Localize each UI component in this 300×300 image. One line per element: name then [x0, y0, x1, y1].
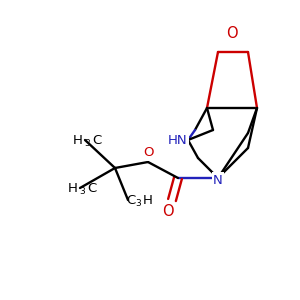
Text: C: C — [126, 194, 135, 206]
Text: H: H — [68, 182, 78, 194]
Text: O: O — [226, 26, 238, 41]
Text: O: O — [143, 146, 153, 160]
Text: H: H — [73, 134, 83, 146]
Text: C: C — [87, 182, 96, 194]
Text: 3: 3 — [135, 200, 141, 208]
Text: C: C — [92, 134, 101, 146]
Text: N: N — [213, 173, 223, 187]
Text: 3: 3 — [79, 188, 85, 196]
Text: 3: 3 — [84, 140, 90, 148]
Text: H: H — [143, 194, 153, 206]
Text: HN: HN — [168, 134, 188, 146]
Text: O: O — [162, 205, 174, 220]
